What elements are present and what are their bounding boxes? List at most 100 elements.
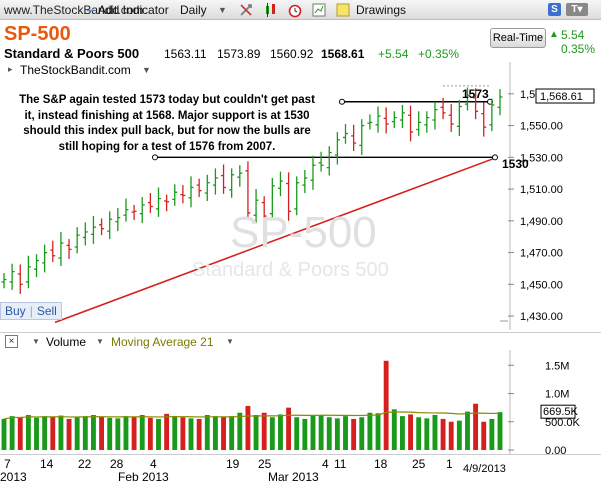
volume-header: × ▼ Volume ▼ Moving Average 21 ▼ bbox=[0, 332, 601, 350]
volume-bar bbox=[42, 416, 48, 450]
quote-bar: SP-500 Standard & Poors 500 1563.11 1573… bbox=[0, 20, 601, 62]
ohlc-bar bbox=[74, 227, 80, 254]
candlestick-icon[interactable] bbox=[263, 2, 279, 18]
ohlc-bar bbox=[424, 111, 430, 133]
date-tick-label: 25 bbox=[258, 457, 272, 471]
chevron-right-icon[interactable]: ▸ bbox=[8, 64, 13, 74]
side-change-percent: 0.35% bbox=[561, 42, 596, 56]
chevron-down-icon[interactable]: ▼ bbox=[32, 337, 40, 346]
security-name: Standard & Poors 500 bbox=[4, 46, 140, 61]
volume-bar bbox=[489, 418, 495, 450]
ohlc-bar bbox=[107, 211, 113, 240]
change-value: +5.54 bbox=[378, 47, 409, 61]
volume-bar bbox=[310, 415, 316, 450]
sell-button[interactable]: Sell bbox=[36, 304, 57, 318]
volume-bar bbox=[180, 417, 186, 450]
volume-bar bbox=[456, 420, 462, 450]
volume-tick-label: 0.00 bbox=[545, 445, 566, 454]
date-tick-label: 1 bbox=[446, 457, 453, 471]
month-label: Feb 2013 bbox=[118, 470, 169, 484]
volume-bar bbox=[261, 412, 267, 450]
chevron-down-icon[interactable]: ▼ bbox=[226, 337, 234, 346]
ohlc-bar bbox=[383, 107, 389, 134]
add-indicator-button[interactable]: Add Indicator bbox=[98, 3, 169, 17]
ohlc-bar bbox=[25, 255, 31, 289]
alarm-clock-icon[interactable] bbox=[287, 2, 303, 18]
volume-tick-label: 1.0M bbox=[545, 389, 569, 401]
ohlc-bar bbox=[34, 254, 40, 278]
date-tick-label: 28 bbox=[110, 457, 124, 471]
ohlc-bar bbox=[90, 216, 96, 244]
up-arrow-icon: ▲ bbox=[549, 29, 559, 40]
volume-bar bbox=[164, 413, 170, 450]
volume-bar bbox=[91, 414, 96, 450]
chevron-down-icon[interactable]: ▼ bbox=[218, 5, 227, 15]
volume-bar bbox=[74, 417, 80, 450]
chevron-down-icon[interactable]: ▼ bbox=[142, 65, 151, 75]
date-tick-label: 7 bbox=[4, 457, 11, 471]
brand-t-icon[interactable]: T▾ bbox=[566, 3, 588, 16]
ohlc-bar bbox=[359, 119, 365, 155]
interval-select[interactable]: Daily bbox=[180, 3, 207, 17]
volume-bar bbox=[318, 414, 324, 450]
date-tick-label: 14 bbox=[40, 457, 54, 471]
compare-icon[interactable] bbox=[311, 2, 327, 18]
volume-bar bbox=[351, 418, 357, 450]
volume-bar bbox=[58, 415, 64, 450]
resistance-label: 1573 bbox=[462, 87, 489, 101]
ohlc-bar bbox=[440, 97, 446, 120]
date-tick-label: 18 bbox=[374, 457, 388, 471]
add-indicator-icon[interactable] bbox=[86, 2, 95, 18]
volume-bar bbox=[25, 414, 31, 450]
ohlc-bar bbox=[188, 176, 194, 208]
volume-bar bbox=[448, 421, 454, 450]
volume-bar bbox=[229, 416, 235, 450]
price-chart[interactable]: 1,570.001,550.001,530.001,510.001,490.00… bbox=[0, 62, 601, 330]
month-label: Mar 2013 bbox=[268, 470, 319, 484]
settings-tools-icon[interactable] bbox=[238, 2, 254, 18]
notes-icon[interactable] bbox=[335, 2, 351, 18]
date-tick-label: 4 bbox=[150, 457, 157, 471]
close-icon[interactable]: × bbox=[5, 335, 18, 348]
ohlc-bar bbox=[367, 114, 373, 130]
chevron-down-icon[interactable]: ▼ bbox=[96, 337, 104, 346]
ohlc-bar bbox=[164, 194, 170, 212]
ohlc-bar bbox=[172, 184, 178, 206]
ticker-symbol: SP-500 bbox=[4, 23, 71, 45]
volume-tick-label: 1.5M bbox=[545, 360, 569, 372]
ohlc-bar bbox=[432, 101, 438, 130]
volume-bar bbox=[473, 403, 479, 450]
volume-bar bbox=[269, 417, 275, 450]
moving-average-label: Moving Average 21 bbox=[111, 335, 214, 349]
ohlc-bar bbox=[326, 146, 332, 176]
line-handle bbox=[492, 154, 498, 161]
volume-last-tag bbox=[540, 404, 576, 419]
brand-s-icon[interactable]: S bbox=[548, 3, 561, 16]
ohlc-bar bbox=[294, 176, 300, 216]
change-percent: +0.35% bbox=[418, 47, 460, 61]
ohlc-bar bbox=[237, 165, 243, 187]
last-price-tag bbox=[535, 88, 595, 104]
price-chart-svg: 1,570.001,550.001,530.001,510.001,490.00… bbox=[1, 62, 595, 330]
ohlc-bar bbox=[66, 239, 72, 259]
ohlc-bar bbox=[17, 264, 23, 294]
ohlc-bar bbox=[115, 208, 121, 232]
ohlc-bar bbox=[212, 168, 218, 195]
volume-chart[interactable]: 1.5M 1.0M 500.0K 0.00 669.5K bbox=[0, 350, 601, 457]
real-time-button[interactable]: Real-Time bbox=[490, 28, 546, 48]
price-tick-label: 1,430.00 bbox=[520, 311, 563, 323]
volume-bar bbox=[383, 360, 389, 450]
buy-sell-bar: Buy | Sell bbox=[0, 302, 62, 320]
date-tick-label: 22 bbox=[78, 457, 92, 471]
ohlc-bar bbox=[42, 244, 48, 273]
side-change-value: 5.54 bbox=[561, 28, 585, 42]
volume-bar bbox=[50, 416, 56, 450]
buy-button[interactable]: Buy bbox=[5, 304, 26, 318]
volume-bar bbox=[440, 418, 446, 450]
volume-bar bbox=[245, 405, 251, 450]
drawings-button[interactable]: Drawings bbox=[356, 3, 407, 17]
ohlc-bar bbox=[277, 171, 283, 197]
watermark-name: Standard & Poors 500 bbox=[192, 259, 389, 281]
ohlc-bar bbox=[286, 172, 292, 221]
volume-bar bbox=[367, 412, 373, 450]
